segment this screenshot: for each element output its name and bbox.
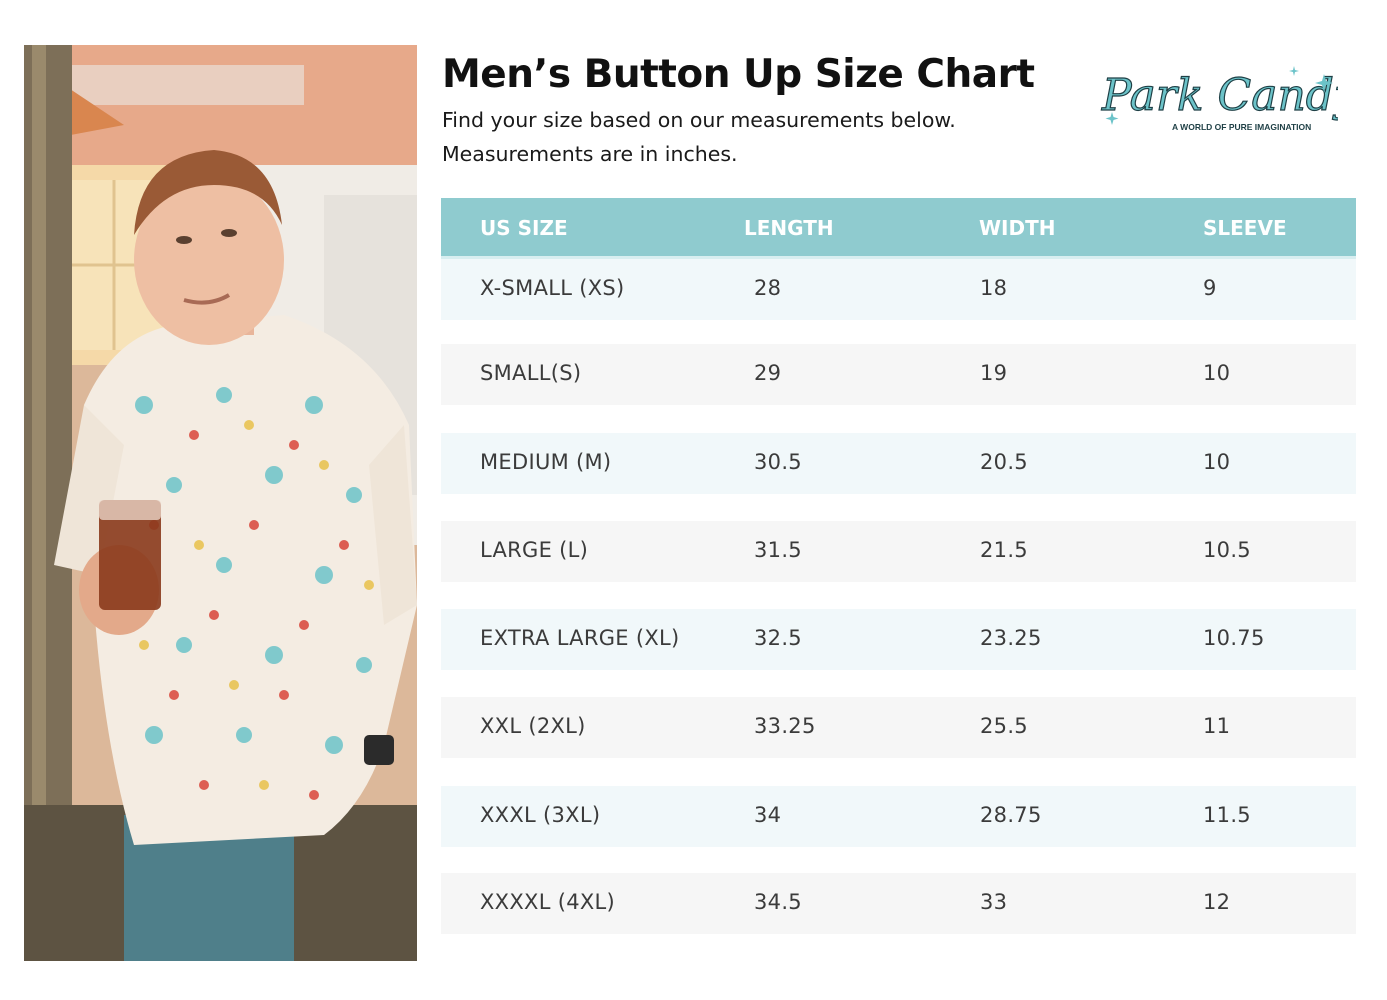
page-subtitle: Find your size based on our measurements…	[442, 108, 956, 132]
width-cell: 20.5	[980, 450, 1028, 474]
sleeve-cell: 10.5	[1203, 538, 1251, 562]
size-cell: XXL (2XL)	[480, 714, 586, 738]
column-header-width: WIDTH	[979, 216, 1056, 240]
width-cell: 28.75	[980, 803, 1042, 827]
sleeve-cell: 9	[1203, 276, 1217, 300]
table-body: X-SMALL (XS) 28 18 9 SMALL(S) 29 19 10 M…	[441, 259, 1356, 934]
model-photo-illustration	[24, 45, 417, 961]
width-cell: 19	[980, 361, 1008, 385]
length-cell: 31.5	[754, 538, 802, 562]
park-candy-logo: Park Candy A WORLD OF PURE IMAGINATION	[1098, 60, 1361, 150]
sparkle-icon	[1105, 66, 1333, 125]
length-cell: 34	[754, 803, 782, 827]
sleeve-cell: 11	[1203, 714, 1231, 738]
length-cell: 30.5	[754, 450, 802, 474]
sleeve-cell: 11.5	[1203, 803, 1251, 827]
column-header-sleeve: SLEEVE	[1203, 216, 1287, 240]
width-cell: 18	[980, 276, 1008, 300]
table-header: US SIZE LENGTH WIDTH SLEEVE	[441, 198, 1356, 259]
column-header-size: US SIZE	[480, 216, 568, 240]
units-note: Measurements are in inches.	[442, 142, 738, 166]
logo-wordmark: Park Candy	[1101, 70, 1338, 121]
sleeve-cell: 10.75	[1203, 626, 1265, 650]
size-cell: SMALL(S)	[480, 361, 582, 385]
length-cell: 28	[754, 276, 782, 300]
logo-artwork: Park Candy A WORLD OF PURE IMAGINATION	[1100, 66, 1361, 132]
sleeve-cell: 10	[1203, 361, 1231, 385]
sleeve-cell: 10	[1203, 450, 1231, 474]
size-cell: X-SMALL (XS)	[480, 276, 625, 300]
table-row: XXXXL (4XL) 34.5 33 12	[441, 873, 1356, 934]
size-table: US SIZE LENGTH WIDTH SLEEVE X-SMALL (XS)…	[441, 198, 1356, 934]
table-row: MEDIUM (M) 30.5 20.5 10	[441, 433, 1356, 494]
sleeve-cell: 12	[1203, 890, 1231, 914]
width-cell: 23.25	[980, 626, 1042, 650]
table-row: SMALL(S) 29 19 10	[441, 344, 1356, 405]
logo-tagline: A WORLD OF PURE IMAGINATION	[1172, 122, 1311, 132]
size-cell: EXTRA LARGE (XL)	[480, 626, 680, 650]
length-cell: 32.5	[754, 626, 802, 650]
table-row: LARGE (L) 31.5 21.5 10.5	[441, 521, 1356, 582]
size-cell: XXXL (3XL)	[480, 803, 601, 827]
length-cell: 33.25	[754, 714, 816, 738]
table-row: X-SMALL (XS) 28 18 9	[441, 259, 1356, 320]
page-title: Men’s Button Up Size Chart	[442, 52, 1035, 97]
table-row: XXXL (3XL) 34 28.75 11.5	[441, 786, 1356, 847]
width-cell: 25.5	[980, 714, 1028, 738]
column-header-length: LENGTH	[744, 216, 834, 240]
length-cell: 29	[754, 361, 782, 385]
width-cell: 21.5	[980, 538, 1028, 562]
length-cell: 34.5	[754, 890, 802, 914]
model-photo	[24, 45, 417, 961]
table-row: XXL (2XL) 33.25 25.5 11	[441, 697, 1356, 758]
size-cell: XXXXL (4XL)	[480, 890, 616, 914]
table-row: EXTRA LARGE (XL) 32.5 23.25 10.75	[441, 609, 1356, 670]
size-cell: MEDIUM (M)	[480, 450, 612, 474]
width-cell: 33	[980, 890, 1008, 914]
size-cell: LARGE (L)	[480, 538, 589, 562]
